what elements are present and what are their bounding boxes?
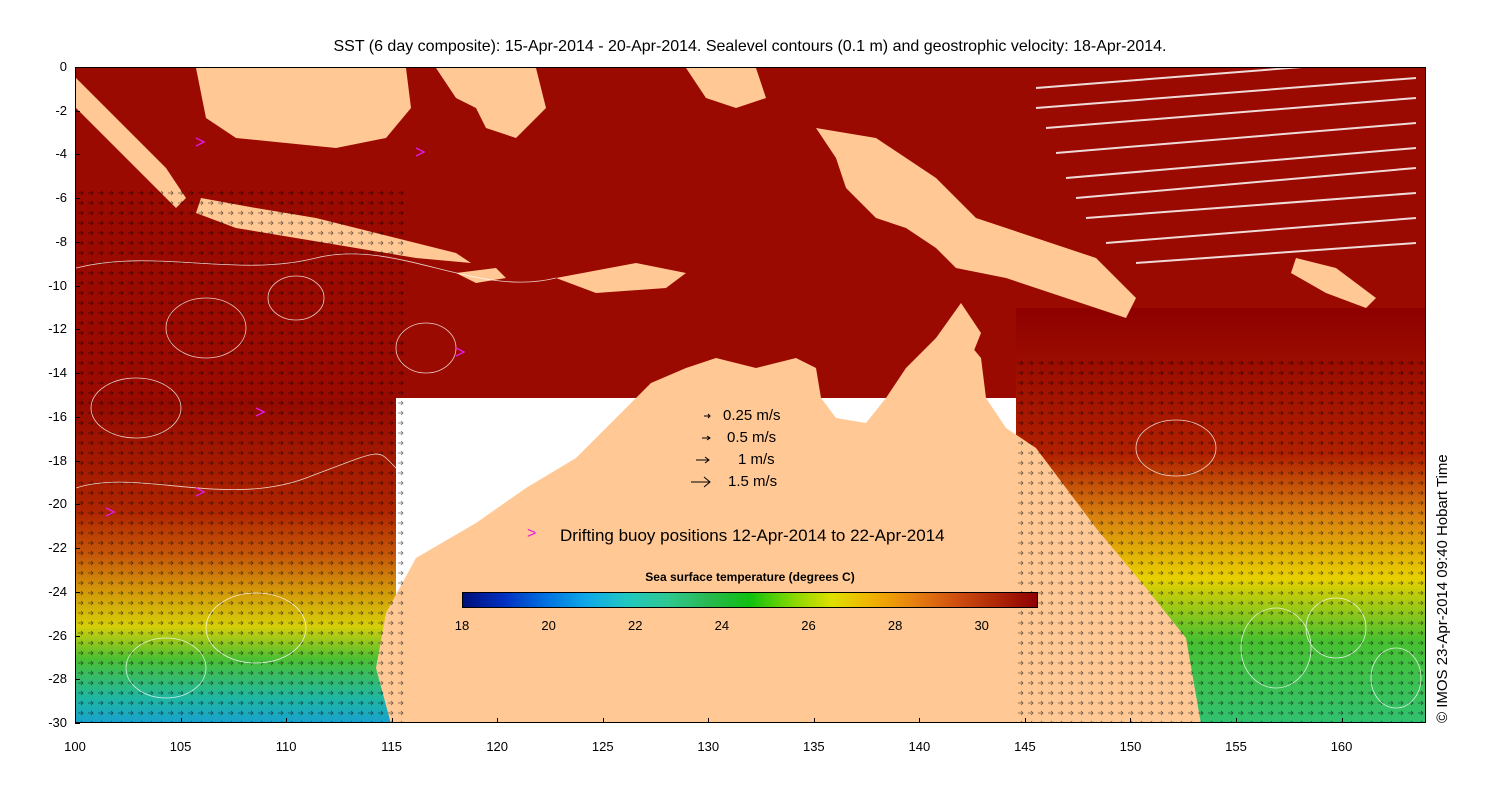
halmahera-land (686, 68, 766, 108)
y-tick-label: -12 (48, 321, 67, 337)
x-tick-mark (75, 718, 76, 723)
x-tick-mark (1130, 718, 1132, 723)
y-tick-label: 0 (59, 59, 67, 74)
y-tick-mark (75, 373, 80, 375)
y-tick-mark (75, 591, 80, 593)
y-tick-mark (75, 67, 80, 68)
y-tick-label: -18 (48, 452, 67, 468)
y-tick-label: -30 (48, 715, 67, 730)
x-tick-mark (497, 718, 499, 723)
colorbar (462, 592, 1038, 608)
colorbar-tick-label: 20 (541, 618, 556, 633)
sumba-land (456, 268, 506, 283)
x-tick-label: 145 (1014, 739, 1036, 754)
y-tick-label: -4 (55, 146, 67, 162)
x-tick-label: 135 (802, 739, 825, 754)
colorbar-title: Sea surface temperature (degrees C) (645, 570, 855, 584)
y-tick-label: -28 (48, 671, 67, 687)
x-tick-label: 140 (908, 739, 931, 754)
y-tick-label: -6 (55, 190, 67, 206)
velocity-label-0: 0.25 m/s (723, 407, 781, 424)
x-tick-label: 110 (275, 739, 297, 754)
x-tick-label: 100 (64, 739, 86, 754)
buoy-tracks (105, 137, 466, 517)
y-tick-mark (75, 285, 80, 287)
velocity-field-west (76, 188, 406, 722)
y-tick-mark (75, 460, 80, 462)
colorbar-tick-label: 18 (454, 618, 470, 633)
velocity-label-2: 1 m/s (738, 451, 775, 468)
x-tick-mark (602, 718, 604, 723)
y-tick-label: -10 (48, 277, 67, 293)
y-tick-mark (75, 679, 80, 681)
x-tick-mark (1024, 718, 1026, 723)
new-guinea-land (816, 128, 1136, 318)
colorbar-tick-label: 26 (801, 618, 816, 633)
buoy-marker-icon: > (527, 525, 537, 542)
y-tick-mark (75, 723, 80, 724)
velocity-arrow-3 (691, 476, 711, 488)
velocity-label-1: 0.5 m/s (727, 429, 777, 446)
y-tick-mark (75, 154, 80, 156)
x-tick-label: 125 (591, 739, 614, 754)
sealevel-contours (76, 253, 1422, 709)
colorbar-tick-label: 30 (974, 618, 989, 633)
sst-map (75, 67, 1426, 723)
colorbar-tick-label: 28 (887, 618, 903, 633)
x-tick-mark (919, 718, 921, 723)
x-tick-mark (708, 718, 710, 723)
x-tick-label: 120 (486, 739, 509, 754)
colorbar-tick-label: 22 (627, 618, 643, 633)
y-tick-label: -2 (55, 102, 67, 118)
x-tick-label: 105 (169, 739, 192, 754)
y-tick-mark (75, 504, 80, 506)
y-tick-mark (75, 548, 80, 550)
velocity-field-east (1016, 358, 1425, 722)
credit-text: © IMOS 23-Apr-2014 09:40 Hobart Time (1434, 454, 1451, 723)
borneo-land (196, 68, 411, 148)
australia-land (376, 328, 1201, 722)
velocity-arrow-1 (702, 435, 711, 441)
timor-land (556, 263, 686, 293)
x-tick-mark (180, 718, 182, 723)
x-tick-label: 130 (697, 739, 720, 754)
sst-map-canvas (76, 68, 1425, 722)
land (76, 68, 1376, 722)
x-tick-mark (1341, 718, 1343, 723)
velocity-arrow-0 (704, 413, 711, 419)
y-tick-mark (75, 241, 80, 243)
velocity-arrow-2 (696, 456, 710, 464)
x-tick-mark (391, 718, 393, 723)
y-tick-mark (75, 635, 80, 637)
x-tick-mark (1236, 718, 1238, 723)
y-tick-label: -22 (48, 540, 67, 556)
y-tick-mark (75, 416, 80, 418)
y-tick-label: -8 (55, 233, 67, 249)
velocity-label-3: 1.5 m/s (728, 473, 778, 490)
colorbar-tick-label: 24 (714, 618, 730, 633)
cloud-streaks (1035, 68, 1417, 264)
y-tick-label: -24 (48, 583, 67, 599)
y-tick-mark (75, 198, 80, 200)
y-tick-mark (75, 329, 80, 331)
sulawesi-land (436, 68, 546, 138)
sumatra-land (76, 78, 186, 208)
x-tick-label: 150 (1119, 739, 1142, 754)
map-title: SST (6 day composite): 15-Apr-2014 - 20-… (333, 38, 1167, 55)
y-tick-label: -16 (48, 408, 67, 424)
y-tick-mark (75, 110, 80, 112)
cape-york-land (936, 303, 981, 358)
x-tick-label: 155 (1225, 739, 1247, 754)
y-tick-label: -14 (48, 365, 67, 381)
x-tick-mark (813, 718, 815, 723)
x-tick-mark (286, 718, 288, 723)
x-tick-label: 160 (1330, 739, 1353, 754)
solomon-land (1291, 258, 1376, 308)
y-tick-label: -20 (48, 496, 67, 512)
y-tick-label: -26 (48, 627, 67, 643)
buoy-legend-label: Drifting buoy positions 12-Apr-2014 to 2… (560, 526, 945, 545)
x-tick-label: 115 (381, 739, 402, 754)
